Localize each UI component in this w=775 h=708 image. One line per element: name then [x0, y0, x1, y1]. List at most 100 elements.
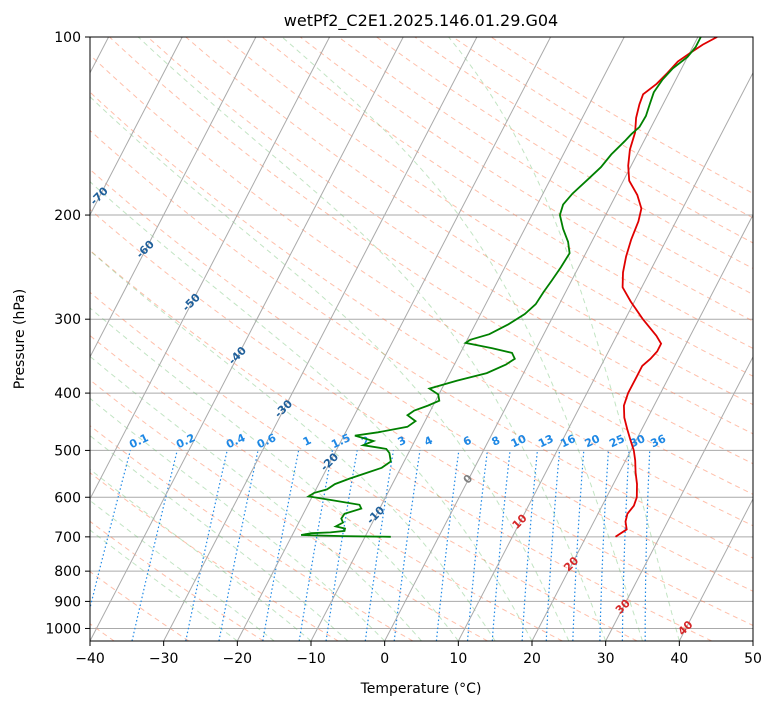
- y-tick-label: 800: [54, 564, 81, 580]
- dry-adiabat: [147, 37, 753, 435]
- mixing-ratio-label: 36: [649, 432, 669, 450]
- profiles: [300, 37, 718, 538]
- moist-adiabats: [90, 37, 680, 641]
- x-axis-label: Temperature (°C): [360, 681, 482, 697]
- mixing-ratio-line: [435, 450, 460, 641]
- x-tick-label: 30: [597, 651, 615, 667]
- mixing-ratio-line: [466, 450, 488, 641]
- moist-adiabat: [90, 529, 238, 641]
- x-tick-label: 40: [670, 651, 688, 667]
- isotherm-line: [90, 37, 404, 641]
- isotherm-label: -50: [180, 291, 203, 314]
- mixing-ratio-label: 3: [396, 434, 408, 449]
- isotherm-label: -10: [364, 503, 387, 526]
- mixing-ratio-label: 25: [607, 432, 626, 450]
- dry-adiabat: [338, 37, 753, 296]
- moist-adiabat: [448, 37, 680, 641]
- x-tick-label: 0: [380, 651, 389, 667]
- y-tick-label: 400: [54, 386, 81, 402]
- mixing-ratio-label: 0.6: [255, 431, 278, 451]
- dry-adiabat: [90, 168, 753, 592]
- isotherm-label: -30: [272, 397, 295, 420]
- isotherm-label: 30: [613, 596, 633, 616]
- x-tick-label: 50: [744, 651, 762, 667]
- dry-adiabat: [90, 291, 638, 641]
- moist-adiabat: [90, 96, 570, 641]
- dry-adiabat: [90, 91, 753, 527]
- x-tick-label: −40: [75, 651, 105, 667]
- isotherm-label: -40: [226, 344, 249, 367]
- temperature-profile: [615, 37, 718, 538]
- mixing-ratio-line: [131, 450, 178, 641]
- dry-adiabat: [90, 334, 563, 641]
- mixing-ratio-line: [364, 450, 394, 641]
- y-tick-label: 900: [54, 594, 81, 610]
- mixing-ratio-label: 0.4: [224, 431, 247, 451]
- dry-adiabat: [90, 425, 414, 641]
- isotherm-line: [236, 37, 552, 641]
- moist-adiabat: [90, 397, 386, 641]
- moist-adiabat: [90, 307, 459, 641]
- y-tick-label: 700: [54, 530, 81, 546]
- mixing-ratio-label: 4: [422, 434, 435, 449]
- isotherm-line: [384, 37, 699, 641]
- isotherm-line: [605, 355, 753, 641]
- x-tick-label: 20: [523, 651, 541, 667]
- mixing-ratio-line: [262, 450, 300, 641]
- dewpoint-profile: [300, 37, 702, 538]
- mixing-ratio-label: 13: [536, 432, 555, 450]
- isotherm-label: -70: [88, 184, 111, 207]
- mixing-ratio-line: [545, 450, 561, 641]
- isotherm-line: [752, 639, 753, 641]
- mixing-ratio-line: [572, 450, 585, 641]
- isotherm-label: -20: [318, 450, 341, 473]
- dry-adiabat: [90, 472, 339, 641]
- mixing-ratio-line: [599, 450, 610, 641]
- mixing-ratio-line: [90, 450, 131, 611]
- y-axis-ticks: 100 200 300 400 500 600 700 800 900 1000: [45, 30, 90, 637]
- chart-title: wetPf2_C2E1.2025.146.01.29.G04: [284, 11, 558, 31]
- y-tick-label: 300: [54, 312, 81, 328]
- isotherm-line: [90, 37, 183, 216]
- dry-adiabat: [376, 37, 753, 270]
- mixing-ratio-label: 6: [461, 434, 474, 449]
- dry-adiabat: [90, 520, 264, 641]
- y-tick-label: 500: [54, 443, 81, 459]
- grid-lines: [90, 37, 753, 629]
- moist-adiabat: [281, 37, 643, 641]
- x-axis-ticks: −40 −30 −20 −10 0 10 20 30 40 50: [75, 641, 762, 667]
- isotherm-line: [310, 37, 625, 641]
- moist-adiabat: [90, 250, 496, 641]
- y-tick-label: 200: [54, 208, 81, 224]
- mixing-ratio-label: 16: [558, 432, 578, 450]
- mixing-ratio-line: [393, 450, 421, 641]
- y-tick-label: 600: [54, 490, 81, 506]
- mixing-ratio-label: 20: [583, 432, 603, 450]
- moist-adiabat: [90, 434, 349, 641]
- isotherms: [90, 37, 753, 641]
- isotherm-label: -90: [0, 78, 19, 101]
- mixing-ratio-line: [298, 450, 333, 641]
- moist-adiabat: [90, 355, 422, 641]
- isotherm-label: 10: [510, 511, 530, 531]
- dry-adiabat: [299, 37, 753, 322]
- dry-adiabat: [90, 54, 753, 495]
- mixing-ratio-lines: [90, 450, 651, 641]
- y-tick-label: 1000: [45, 621, 81, 637]
- isotherm-line: [457, 71, 753, 641]
- mixing-ratio-line: [644, 450, 651, 641]
- x-tick-label: 10: [449, 651, 467, 667]
- isotherm-line: [90, 37, 331, 501]
- y-axis-label: Pressure (hPa): [12, 289, 28, 389]
- dry-adiabats: [90, 37, 753, 641]
- mixing-ratio-line: [325, 450, 358, 641]
- isotherm-label: -80: [41, 131, 64, 154]
- x-tick-label: −20: [223, 651, 253, 667]
- dry-adiabat: [223, 37, 753, 377]
- isotherm-label: 40: [675, 618, 695, 638]
- dry-adiabat: [90, 379, 488, 641]
- mixing-ratio-label: 1.5: [329, 431, 352, 451]
- mixing-ratio-label: 1: [301, 434, 313, 449]
